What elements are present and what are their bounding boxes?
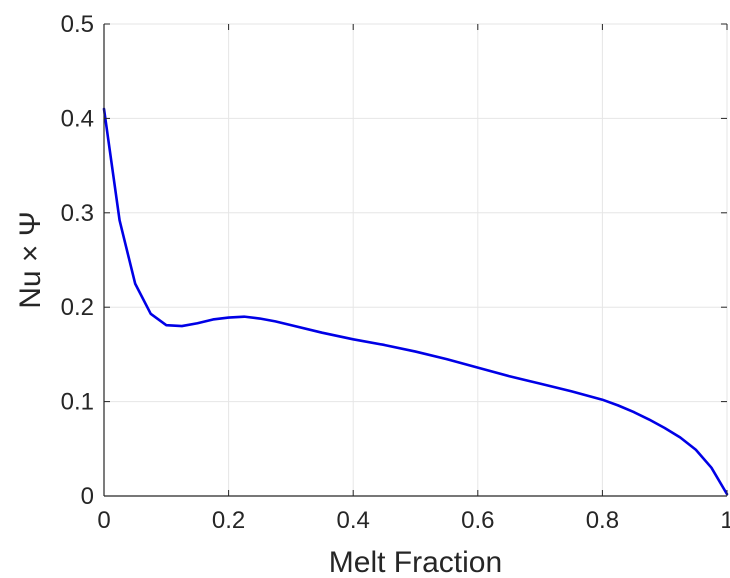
y-tick-label: 0.4	[61, 105, 94, 132]
x-tick-labels: 0 0.2 0.4 0.6 0.8 1	[97, 507, 730, 534]
x-tick-label: 0.8	[586, 507, 619, 534]
x-tick-label: 1	[720, 507, 730, 534]
x-tick-label: 0.4	[337, 507, 370, 534]
x-tick-label: 0.2	[212, 507, 245, 534]
axes	[103, 23, 728, 497]
series-line	[102, 107, 729, 496]
x-tick-label: 0	[97, 507, 110, 534]
y-tick-label: 0.5	[61, 11, 94, 38]
y-axis-label: Nu × Ψ	[14, 211, 47, 309]
x-axis-label: Melt Fraction	[329, 546, 502, 578]
series-layer	[102, 107, 729, 496]
y-tick-label: 0.1	[61, 389, 94, 416]
y-tick-labels: 0 0.1 0.2 0.3 0.4 0.5	[61, 11, 94, 510]
y-tick-label: 0.3	[61, 200, 94, 227]
grid-lines	[103, 23, 728, 497]
x-tick-label: 0.6	[461, 507, 494, 534]
y-tick-label: 0.2	[61, 294, 94, 321]
y-tick-label: 0	[81, 483, 94, 510]
